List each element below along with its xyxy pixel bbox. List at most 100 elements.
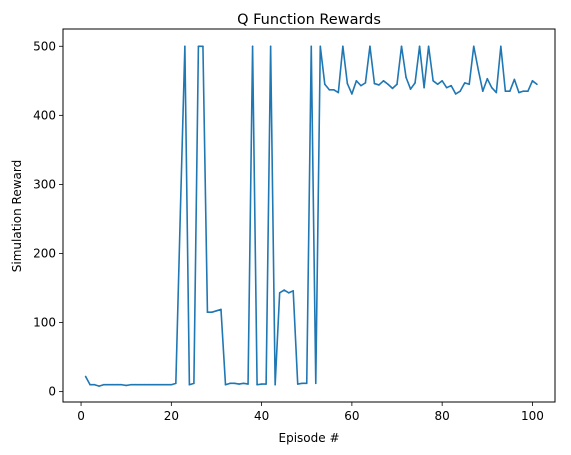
data-point (170, 383, 173, 386)
data-point (206, 311, 209, 314)
y-axis-label: Simulation Reward (10, 160, 24, 272)
x-tick-label: 80 (435, 409, 450, 423)
data-point (468, 83, 471, 86)
data-point (527, 90, 529, 92)
data-point (296, 383, 299, 385)
data-point (450, 84, 452, 87)
data-point (184, 45, 186, 48)
data-point (459, 90, 462, 92)
data-point (355, 80, 358, 82)
data-point (333, 88, 335, 91)
data-point (351, 93, 353, 95)
data-point (463, 82, 466, 84)
data-point (292, 289, 295, 292)
x-axis-label: Episode # (279, 431, 340, 445)
data-point (156, 383, 159, 386)
data-point (287, 292, 290, 294)
y-axis: 0 100 200 300 400 500 (33, 39, 63, 399)
data-point (269, 45, 272, 48)
data-point (238, 383, 240, 385)
data-point (229, 382, 231, 385)
data-point (500, 45, 502, 48)
data-point (409, 88, 412, 90)
x-tick-label: 100 (521, 409, 544, 423)
data-point (436, 83, 439, 86)
data-point (477, 68, 480, 71)
data-point (224, 383, 227, 386)
data-point (166, 383, 168, 386)
data-point (138, 383, 141, 386)
data-point (522, 90, 525, 92)
data-point (265, 383, 267, 385)
data-point (423, 86, 425, 89)
data-point (215, 310, 218, 312)
y-tick-label: 300 (33, 177, 56, 191)
data-point (93, 383, 96, 386)
data-point (125, 384, 127, 387)
data-point (301, 382, 304, 385)
series-line-0 (84, 45, 538, 387)
data-point (382, 80, 385, 82)
data-point (283, 289, 285, 291)
data-point (305, 382, 308, 385)
data-point (481, 90, 484, 92)
y-tick-label: 200 (33, 246, 56, 260)
data-point (220, 308, 222, 311)
data-point (211, 311, 213, 314)
data-point (491, 86, 493, 89)
plot-frame (62, 28, 556, 403)
data-point (98, 385, 100, 387)
data-point (432, 80, 434, 82)
data-point (454, 93, 457, 95)
y-tick-label: 0 (48, 385, 56, 399)
data-point (197, 45, 200, 48)
data-point (472, 45, 475, 48)
data-point (314, 382, 317, 385)
data-point (495, 91, 498, 94)
data-point (405, 76, 407, 79)
data-point (369, 45, 371, 48)
x-tick-label: 40 (254, 409, 269, 423)
data-point (323, 83, 326, 86)
data-point (531, 80, 534, 82)
data-point (536, 83, 538, 86)
data-point (486, 77, 489, 80)
data-point (387, 83, 389, 86)
data-point (346, 82, 349, 85)
data-point (418, 45, 421, 48)
data-point (143, 383, 146, 386)
data-point (193, 382, 195, 385)
y-tick-label: 500 (33, 39, 56, 53)
chart-title: Q Function Rewards (237, 12, 381, 28)
data-point (328, 88, 331, 91)
data-point (342, 45, 344, 48)
data-point (427, 45, 430, 48)
data-point (337, 91, 340, 94)
x-tick-label: 60 (344, 409, 359, 423)
data-point (242, 382, 245, 385)
data-point (396, 83, 398, 86)
data-point (400, 45, 403, 48)
data-point (233, 382, 236, 385)
data-point (147, 383, 150, 386)
data-point (179, 211, 182, 213)
data-point (111, 383, 114, 386)
data-point (116, 383, 118, 386)
y-tick-label: 400 (33, 108, 56, 122)
data-point (107, 383, 109, 386)
data-point (504, 90, 507, 92)
data-point (310, 45, 313, 48)
data-point (152, 383, 155, 386)
data-point (441, 80, 443, 82)
data-point (175, 382, 177, 385)
data-point (319, 45, 322, 48)
x-axis: 0 20 40 60 80 100 (77, 402, 544, 423)
y-tick-label: 100 (33, 316, 56, 330)
data-point (360, 84, 362, 87)
data-point (260, 383, 263, 385)
data-point (134, 383, 137, 386)
data-point (274, 383, 276, 386)
x-tick-label: 0 (77, 409, 85, 423)
data-point (513, 78, 516, 81)
